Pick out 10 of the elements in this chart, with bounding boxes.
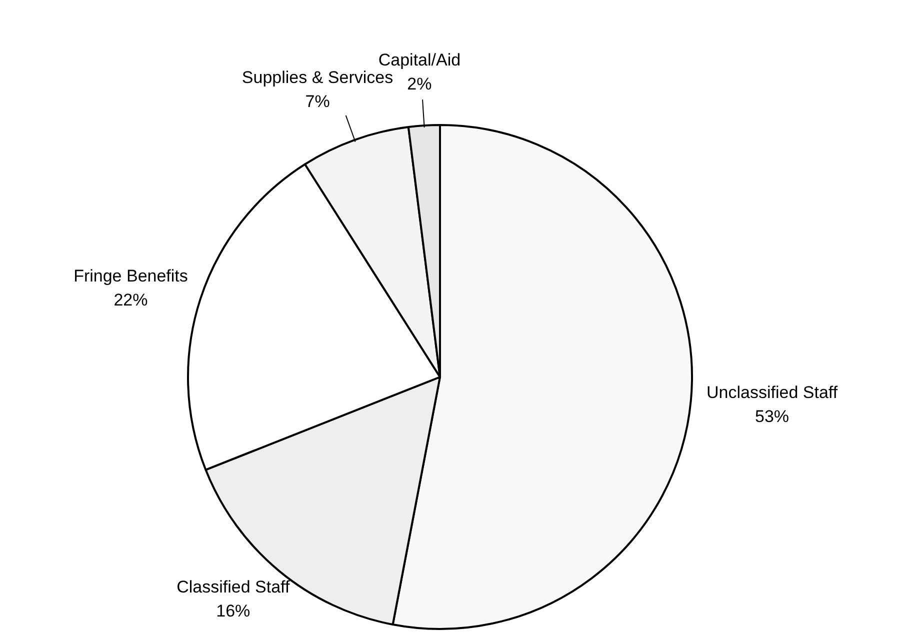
slice-label: Unclassified Staff xyxy=(706,382,838,402)
data-label: 16% xyxy=(216,602,250,621)
slice-label: Classified Staff xyxy=(176,578,290,597)
data-label: 22% xyxy=(114,290,148,310)
data-label: 2% xyxy=(407,74,432,94)
data-label: 7% xyxy=(305,92,330,111)
slice-label: Supplies & Services xyxy=(242,68,394,87)
slice-label: Fringe Benefits xyxy=(74,266,188,286)
data-label: 53% xyxy=(755,406,790,426)
slice-label: Capital/Aid xyxy=(378,50,461,70)
